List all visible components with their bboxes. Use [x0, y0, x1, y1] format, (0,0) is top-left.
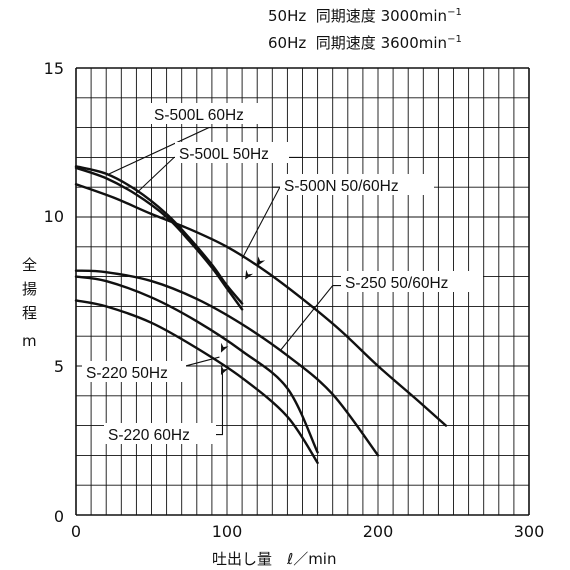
curve-labels: S-500L 60Hz S-500L 50Hz S-500N 50/60Hz S… — [82, 103, 483, 444]
y-axis-label-unit: m — [22, 332, 37, 350]
y-axis-label-char-1: 全 — [22, 256, 38, 274]
curve-s500l-50hz — [74, 166, 244, 311]
performance-curves — [74, 165, 448, 465]
y-tick-0: 0 — [54, 507, 64, 526]
x-tick-200: 200 — [363, 522, 394, 541]
arrow-s500n — [257, 256, 266, 267]
label-s500n: S-500N 50/60Hz — [284, 178, 399, 195]
curve-s500n — [74, 183, 448, 427]
sync-speed-label-2: 同期速度 — [315, 34, 376, 52]
label-s220-50hz: S-220 50Hz — [86, 365, 168, 382]
x-axis-label: 吐出し量 ℓ／min — [212, 550, 337, 568]
x-tick-0: 0 — [71, 522, 81, 541]
y-axis-label-char-3: 程 — [22, 304, 38, 322]
curve-s220-50hz — [74, 275, 319, 454]
arrow-s220-60hz — [220, 365, 229, 375]
curve-s250 — [74, 269, 380, 457]
arrow-s500l — [245, 269, 254, 280]
unit-exponent-2: −1 — [447, 34, 462, 45]
label-s250: S-250 50/60Hz — [345, 275, 448, 292]
y-axis-label-char-2: 揚 — [22, 280, 38, 298]
unit-exponent-1: −1 — [447, 7, 462, 18]
leader-s500l-60hz — [105, 127, 273, 176]
y-tick-10: 10 — [44, 207, 64, 226]
leader-s250 — [279, 284, 344, 352]
arrow-s220-50hz — [220, 342, 229, 353]
curve-s220-60hz — [74, 299, 319, 465]
axis-ticks: 0 100 200 300 0 5 10 15 — [44, 59, 545, 541]
y-tick-5: 5 — [54, 357, 64, 376]
leader-s500n — [241, 186, 281, 259]
speed-note-50hz: 50Hz 同期速度 3000min−1 — [268, 8, 462, 24]
freq-60hz: 60Hz — [268, 34, 307, 52]
y-tick-15: 15 — [44, 59, 64, 78]
label-s500l-50hz: S-500L 50Hz — [179, 146, 269, 163]
x-tick-100: 100 — [212, 522, 243, 541]
direction-arrows — [220, 256, 266, 375]
label-s500l-60hz: S-500L 60Hz — [154, 107, 244, 124]
label-s220-60hz: S-220 60Hz — [108, 427, 190, 444]
sync-speed-label-1: 同期速度 — [315, 7, 376, 25]
freq-50hz: 50Hz — [268, 7, 307, 25]
sync-speed-value-1: 3000min — [380, 7, 448, 25]
x-tick-300: 300 — [514, 522, 545, 541]
sync-speed-value-2: 3600min — [380, 34, 448, 52]
speed-note-60hz: 60Hz 同期速度 3600min−1 — [268, 35, 462, 51]
